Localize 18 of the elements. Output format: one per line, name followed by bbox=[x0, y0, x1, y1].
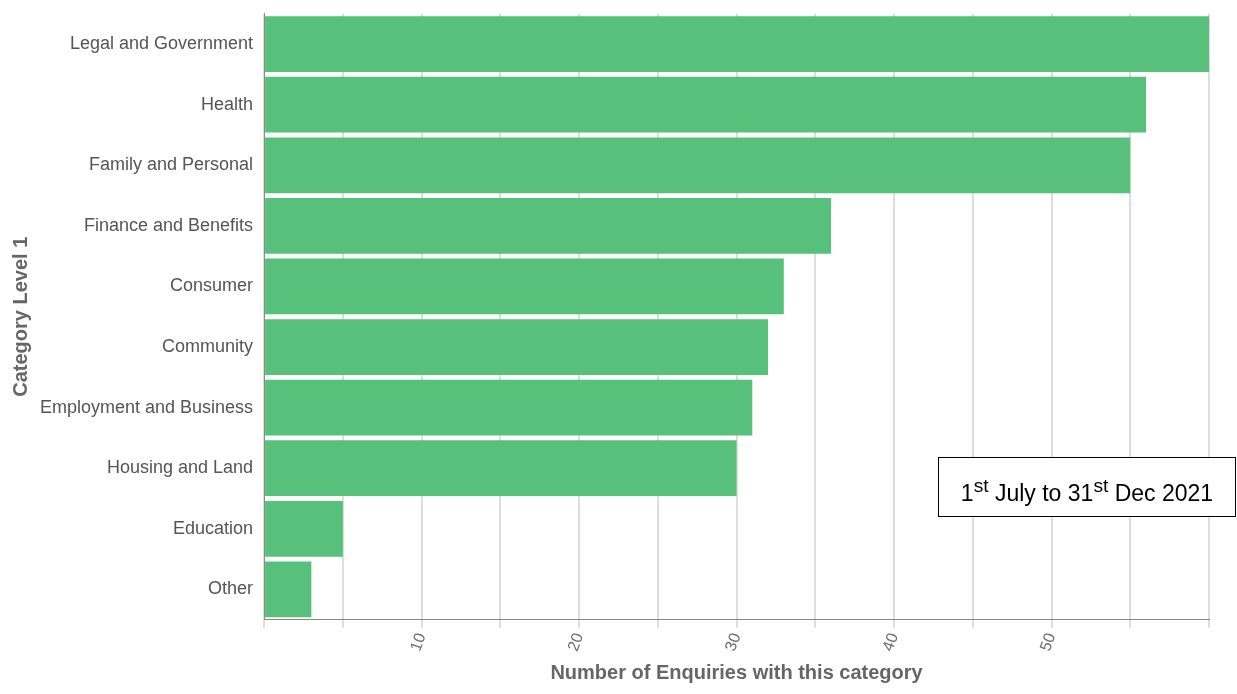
x-tick-label: 10 bbox=[406, 630, 429, 654]
y-tick-label: Finance and Benefits bbox=[83, 214, 254, 235]
y-tick-label: Housing and Land bbox=[106, 457, 254, 478]
x-tick-label: 20 bbox=[563, 630, 587, 654]
y-tick-label: Other bbox=[208, 578, 254, 599]
y-tick-label: Community bbox=[162, 336, 254, 357]
y-tick-label: Health bbox=[201, 93, 254, 114]
x-axis-title: Number of Enquiries with this category bbox=[550, 660, 924, 683]
y-axis-title: Category Level 1 bbox=[8, 236, 31, 397]
annotation: 1$^{st}$ July to 31$^{st}$ Dec 2021 bbox=[938, 457, 1236, 517]
y-tick-label: Employment and Business bbox=[40, 396, 254, 417]
x-tick-label: 50 bbox=[1036, 630, 1059, 654]
x-tick-label: 40 bbox=[878, 630, 902, 654]
x-tick-label: 30 bbox=[721, 630, 744, 654]
y-tick-label: Legal and Government bbox=[69, 33, 254, 54]
y-tick-label: Family and Personal bbox=[89, 154, 254, 175]
y-tick-label: Consumer bbox=[170, 275, 254, 296]
y-tick-label: Education bbox=[173, 517, 254, 538]
